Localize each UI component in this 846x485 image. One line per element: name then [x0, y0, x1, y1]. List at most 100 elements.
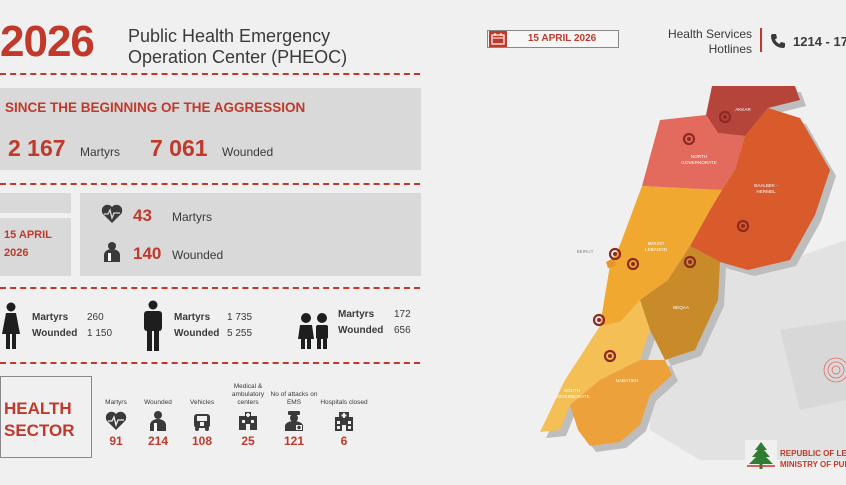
children-stats: Martyrs Wounded [338, 307, 383, 339]
sector-item-value: 25 [241, 434, 255, 448]
calendar-icon [489, 31, 507, 47]
sector-item-hospitals-closed: Hospitals closed 6 [318, 383, 370, 448]
sector-item-label: Hospitals closed [320, 399, 368, 406]
map-label-north: NORTH GOVERNORATE [681, 154, 717, 165]
women-martyrs-label: Martyrs [32, 312, 69, 323]
sector-item-wounded: Wounded 214 [132, 383, 184, 448]
sector-item-value: 6 [340, 434, 348, 448]
map-region-mount-lebanon [600, 186, 722, 326]
sector-item-label: Medical & ambulatory centers [231, 383, 265, 406]
divider [0, 183, 420, 185]
women-values: 260 1 150 [87, 310, 112, 342]
phone-icon [771, 34, 785, 48]
map-label-beqaa: BEQAA [673, 305, 689, 310]
hotlines-label: Health Services Hotlines [650, 27, 752, 57]
men-wounded-value: 5 255 [227, 328, 253, 339]
daily-date: 15 APRIL 2026 [4, 226, 52, 262]
map-background-land [780, 320, 846, 410]
woman-icon [2, 302, 20, 349]
hotlines-label-line1: Health Services [667, 27, 752, 41]
divider [0, 287, 420, 289]
sector-item-label: No of attacks on EMS [270, 391, 318, 406]
org-name-line2: Operation Center (PHEOC) [128, 47, 348, 67]
hotlines-label-line2: Hotlines [708, 42, 752, 56]
children-martyrs-value: 172 [394, 309, 411, 320]
date-box [487, 30, 619, 48]
map-label-south: SOUTH GOVERNORATE [554, 388, 590, 399]
men-values: 1 735 5 255 [227, 310, 252, 342]
divider [0, 73, 420, 75]
heart-pulse-icon [101, 204, 123, 223]
map-region-beqaa [640, 246, 720, 360]
sector-item-ems-attacks: No of attacks on EMS 121 [268, 383, 320, 448]
org-name: Public Health Emergency Operation Center… [128, 26, 347, 68]
men-stats: Martyrs Wounded [174, 310, 219, 342]
hotline-divider [760, 28, 762, 52]
health-sector-title: HEALTH SECTOR [4, 398, 75, 442]
women-martyrs-value: 260 [87, 312, 104, 323]
injured-person-icon [104, 242, 120, 262]
men-martyrs-label: Martyrs [174, 312, 211, 323]
since-title: SINCE THE BEGINNING OF THE AGGRESSION [5, 100, 306, 115]
women-wounded-value: 1 150 [87, 328, 113, 339]
map-label-nabatieh: NABATIEH [615, 378, 639, 383]
daily-wounded-value: 140 [133, 244, 162, 263]
men-wounded-label: Wounded [174, 328, 220, 339]
ambulance-icon [194, 414, 210, 431]
hotline-number: 1214 - 17 [793, 34, 846, 49]
man-icon [144, 300, 162, 351]
health-sector-title-line2: SECTOR [4, 421, 75, 440]
map-label-beirut: BEIRUT [576, 249, 594, 254]
map-region-akkar [706, 86, 800, 136]
sector-item-value: 121 [283, 434, 305, 448]
ministry-logo-line2: MINISTRY OF PUBLIC [780, 460, 846, 469]
daily-date-line1: 15 APRIL [4, 229, 52, 241]
children-icon [298, 313, 328, 349]
daily-martyrs-label: Martyrs [172, 210, 212, 224]
children-wounded-value: 656 [394, 325, 411, 336]
ministry-logo-text: REPUBLIC OF LEB MINISTRY OF PUBLIC [780, 448, 846, 470]
since-wounded-value: 7 061 [150, 135, 208, 161]
sector-item-vehicles: Vehicles 108 [176, 383, 228, 448]
children-values: 172 656 [394, 307, 411, 339]
sector-item-label: Vehicles [189, 399, 215, 406]
children-wounded-label: Wounded [338, 325, 384, 336]
ministry-logo-line1: REPUBLIC OF LEB [780, 449, 846, 458]
report-date: 15 APRIL 2026 [527, 33, 597, 44]
sector-item-medical-centers: Medical & ambulatory centers 25 [222, 383, 274, 448]
since-martyrs-label: Martyrs [80, 145, 120, 159]
radar-icon [823, 357, 846, 383]
medical-center-icon [239, 412, 257, 430]
sector-item-label: Martyrs [105, 399, 127, 406]
paramedic-icon [285, 411, 303, 431]
hospital-icon [335, 412, 353, 431]
since-panel [0, 88, 421, 170]
org-name-line1: Public Health Emergency [128, 26, 331, 46]
daily-date-line2: 2026 [4, 247, 29, 259]
daily-panel [80, 193, 421, 276]
sector-item-label: Wounded [144, 399, 172, 406]
divider [0, 362, 420, 364]
sector-item-martyrs: Martyrs 91 [90, 383, 142, 448]
map-region-beirut [606, 258, 616, 268]
map-marker-dots [597, 115, 745, 358]
injured-person-icon [150, 411, 166, 431]
map-region-south [540, 300, 650, 432]
map-markers [592, 110, 750, 363]
men-martyrs-value: 1 735 [227, 312, 253, 323]
date-panel-top [0, 193, 71, 213]
children-martyrs-label: Martyrs [338, 309, 375, 320]
daily-wounded-label: Wounded [172, 248, 224, 262]
map-label-akkar: AKKAR [735, 107, 751, 112]
map-region-nabatieh [570, 360, 672, 446]
year-title: 2026 [0, 17, 95, 66]
heart-pulse-icon [105, 411, 127, 430]
map-label-mount-lebanon: MOUNT LEBANON [645, 241, 667, 252]
health-sector-box [0, 376, 92, 458]
since-wounded-label: Wounded [222, 145, 274, 159]
lebanon-map [540, 86, 846, 460]
since-martyrs-value: 2 167 [8, 135, 66, 161]
women-wounded-label: Wounded [32, 328, 78, 339]
map-region-baalbek-hermel [690, 108, 830, 270]
women-stats: Martyrs Wounded [32, 310, 77, 342]
